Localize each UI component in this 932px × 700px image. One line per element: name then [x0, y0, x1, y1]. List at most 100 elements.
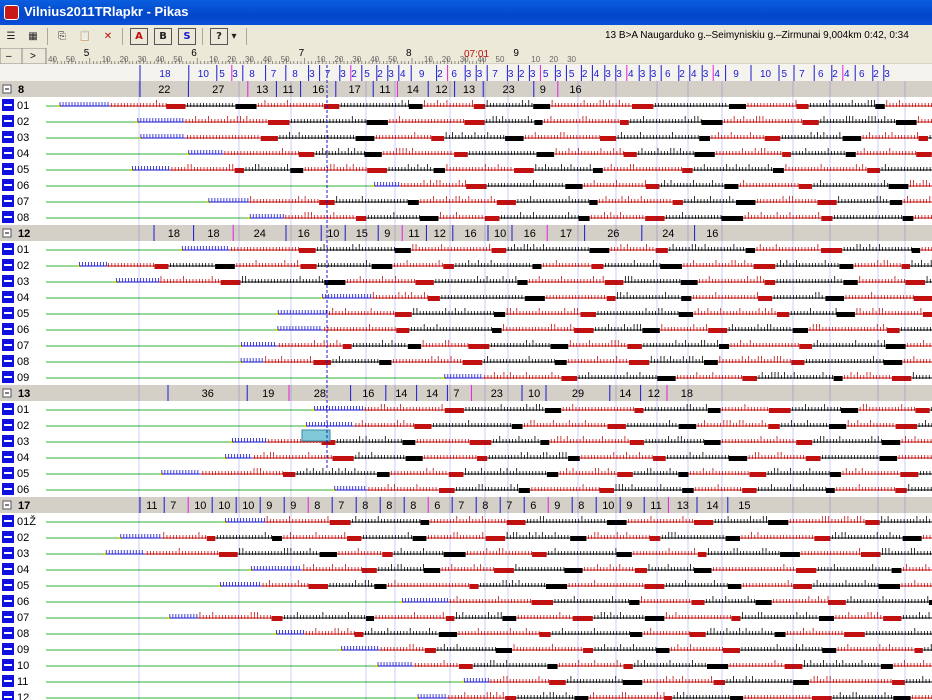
- headway-label: 9: [733, 69, 739, 80]
- terminal-block: [215, 264, 235, 269]
- terminal-block: [888, 184, 909, 189]
- terminal-block: [606, 520, 627, 525]
- current-time-label: 07:01: [464, 49, 489, 60]
- terminal-block: [154, 264, 169, 269]
- terminal-block: [419, 216, 439, 221]
- terminal-block: [799, 344, 813, 349]
- terminal-block: [895, 488, 907, 493]
- route-headway-label: 14: [706, 500, 718, 512]
- terminal-block: [308, 584, 329, 589]
- chart-view-button[interactable]: ▦: [28, 31, 38, 42]
- terminal-block: [644, 584, 665, 589]
- terminal-block: [796, 568, 817, 573]
- headway-label: 5: [543, 69, 549, 80]
- help-button[interactable]: ?: [210, 28, 228, 45]
- terminal-block: [405, 456, 423, 461]
- terminal-block: [540, 440, 550, 445]
- terminal-block: [742, 376, 757, 381]
- terminal-block: [592, 168, 603, 173]
- route-headway-label: 16: [569, 84, 581, 96]
- headway-label: 3: [703, 69, 709, 80]
- terminal-block: [911, 248, 921, 253]
- delete-button[interactable]: ✕: [103, 31, 113, 42]
- terminal-block: [649, 536, 661, 541]
- route-headway-label: 23: [503, 84, 515, 96]
- terminal-block: [518, 488, 530, 493]
- route-headway-label: 11: [379, 84, 390, 96]
- headway-label: 3: [340, 69, 346, 80]
- route-headway-label: 29: [572, 388, 584, 400]
- terminal-block: [394, 248, 411, 253]
- route-headway-label: 19: [262, 388, 274, 400]
- terminal-block: [574, 696, 589, 700]
- copy-button[interactable]: ⎘: [58, 31, 66, 42]
- route-headway-label: 7: [458, 500, 464, 512]
- terminal-block: [365, 616, 375, 621]
- terminal-block: [630, 632, 643, 637]
- terminal-block: [792, 328, 809, 333]
- terminal-block: [600, 136, 617, 141]
- terminal-block: [758, 296, 773, 301]
- terminal-block: [623, 152, 637, 157]
- terminal-block: [324, 280, 346, 285]
- terminal-block: [918, 136, 929, 141]
- terminal-block: [634, 568, 647, 573]
- route-headway-label: 9: [384, 228, 390, 240]
- list-view-button[interactable]: ☰: [6, 31, 16, 42]
- terminal-block: [546, 472, 559, 477]
- terminal-block: [802, 120, 819, 125]
- report-a-button[interactable]: A: [130, 28, 148, 45]
- terminal-block: [798, 184, 813, 189]
- vehicle-number: 02: [17, 260, 29, 272]
- selected-trip-highlight[interactable]: [301, 429, 331, 442]
- vehicle-marker-icon[interactable]: [2, 691, 14, 700]
- terminal-block: [454, 152, 468, 157]
- route-headway-label: 13: [256, 84, 268, 96]
- terminal-block: [565, 184, 583, 189]
- terminal-block: [796, 104, 809, 109]
- headway-label: 6: [859, 69, 865, 80]
- terminal-block: [629, 360, 650, 365]
- route-headway-label: 23: [491, 388, 503, 400]
- terminal-block: [532, 264, 542, 269]
- terminal-block: [564, 568, 583, 573]
- route-headway-label: 13: [677, 500, 689, 512]
- terminal-block: [828, 600, 846, 605]
- route-headway-label: 22: [158, 84, 170, 96]
- vehicle-number: 03: [17, 436, 29, 448]
- terminal-block: [568, 456, 580, 461]
- headway-label: 5: [364, 69, 370, 80]
- route-headway-label: 13: [463, 84, 475, 96]
- paste-button[interactable]: 📋: [78, 31, 92, 42]
- terminal-block: [549, 680, 566, 685]
- terminal-block: [660, 264, 682, 269]
- help-dropdown-button[interactable]: ▾: [231, 31, 237, 42]
- minute-label: 40: [155, 55, 164, 64]
- terminal-block: [881, 440, 901, 445]
- window-title: Vilnius2011TRlapkr - Pikas: [24, 4, 189, 19]
- terminal-block: [782, 152, 791, 157]
- terminal-block: [839, 264, 854, 269]
- terminal-block: [902, 536, 922, 541]
- terminal-block: [323, 104, 340, 109]
- route-headway-label: 11: [408, 228, 419, 240]
- headway-label: 3: [508, 69, 514, 80]
- terminal-block: [364, 152, 382, 157]
- vehicle-number: 06: [17, 180, 29, 192]
- route-headway-label: 7: [506, 500, 512, 512]
- report-s-button[interactable]: S: [178, 28, 196, 45]
- headway-label: 3: [388, 69, 394, 80]
- terminal-block: [332, 456, 354, 461]
- minute-label: 30: [138, 55, 147, 64]
- terminal-block: [681, 296, 692, 301]
- terminal-block: [545, 584, 568, 589]
- terminal-block: [321, 440, 336, 445]
- terminal-block: [514, 168, 534, 173]
- headway-label: 7: [271, 69, 277, 80]
- terminal-block: [443, 552, 466, 557]
- report-b-button[interactable]: B: [154, 28, 172, 45]
- headway-label: 4: [844, 69, 850, 80]
- terminal-block: [753, 264, 776, 269]
- route-headway-label: 11: [283, 84, 294, 96]
